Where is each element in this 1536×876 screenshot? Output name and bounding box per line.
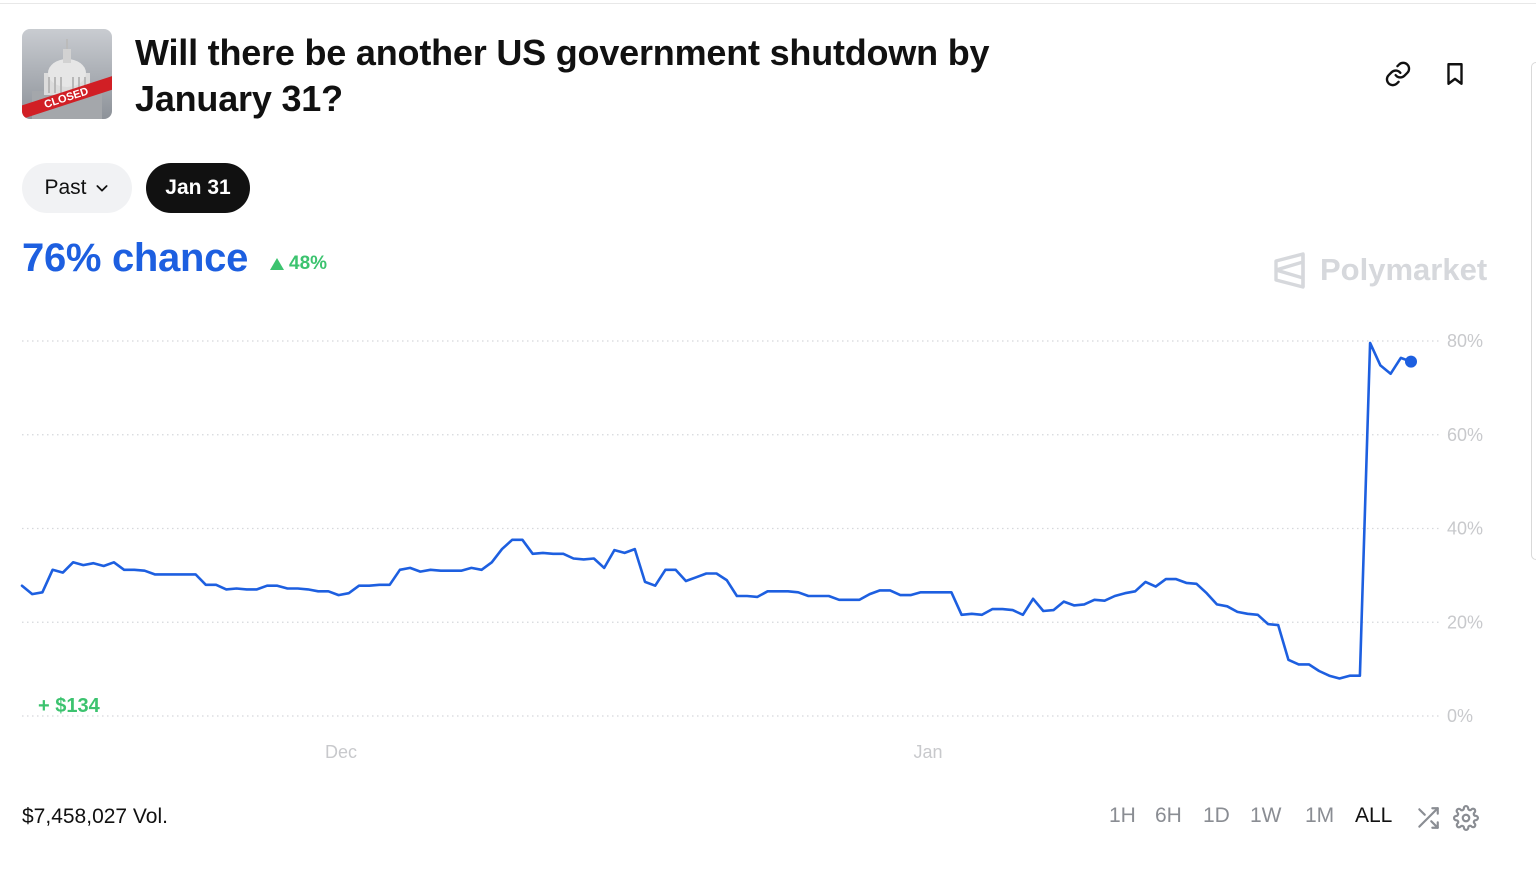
date-tab-jan-31[interactable]: Jan 31 <box>146 163 250 213</box>
polymarket-watermark: Polymarket <box>1272 250 1487 290</box>
polymarket-logo-icon <box>1274 252 1305 289</box>
y-tick-label: 60% <box>1447 425 1483 445</box>
top-divider <box>0 3 1536 4</box>
range-1m-button[interactable]: 1M <box>1305 804 1335 827</box>
range-1w-button[interactable]: 1W <box>1250 804 1282 827</box>
x-tick-label: Jan <box>913 742 942 762</box>
copy-link-button[interactable] <box>1382 58 1414 90</box>
date-label: Jan 31 <box>165 176 231 199</box>
x-tick-label: Dec <box>325 742 357 762</box>
market-title: Will there be another US government shut… <box>135 32 990 119</box>
range-1d-button[interactable]: 1D <box>1203 804 1230 827</box>
chevron-down-icon <box>95 185 108 192</box>
range-6h-button[interactable]: 6H <box>1155 804 1182 827</box>
chance-delta: 48% <box>270 253 327 275</box>
range-all-button[interactable]: ALL <box>1355 804 1393 827</box>
pnl-label: + $134 <box>38 695 101 717</box>
shuffle-button[interactable] <box>1414 804 1442 832</box>
volume-text: $7,458,027 Vol. <box>22 805 168 828</box>
chart-grid <box>22 340 1440 717</box>
market-thumbnail: CLOSED <box>22 29 112 119</box>
triangle-up-icon <box>270 258 284 270</box>
past-dropdown[interactable]: Past <box>22 163 132 213</box>
y-tick-label: 40% <box>1447 519 1483 539</box>
series-line <box>20 341 1413 680</box>
shuffle-icon <box>1418 807 1439 829</box>
side-panel-edge <box>1531 62 1536 560</box>
range-1h-button[interactable]: 1H <box>1109 804 1136 827</box>
y-tick-label: 20% <box>1447 612 1483 632</box>
y-tick-label: 0% <box>1447 706 1473 726</box>
x-axis: Dec Jan <box>325 742 943 762</box>
past-label: Past <box>44 176 87 199</box>
bookmark-button[interactable] <box>1439 58 1471 90</box>
chart-settings-button[interactable] <box>1452 804 1480 832</box>
chance-value: 76% chance <box>22 236 249 280</box>
y-tick-label: 80% <box>1447 331 1483 351</box>
link-icon <box>1385 61 1411 87</box>
bookmark-icon <box>1447 63 1463 85</box>
y-axis: 80% 60% 40% 20% 0% <box>1447 331 1483 726</box>
delta-text: 48% <box>289 253 328 274</box>
price-chart[interactable]: 80% 60% 40% 20% 0% Dec Jan + $134 <box>0 0 1536 780</box>
brand-name: Polymarket <box>1320 252 1488 287</box>
current-price-dot <box>1405 355 1417 368</box>
gear-icon <box>1453 805 1479 831</box>
